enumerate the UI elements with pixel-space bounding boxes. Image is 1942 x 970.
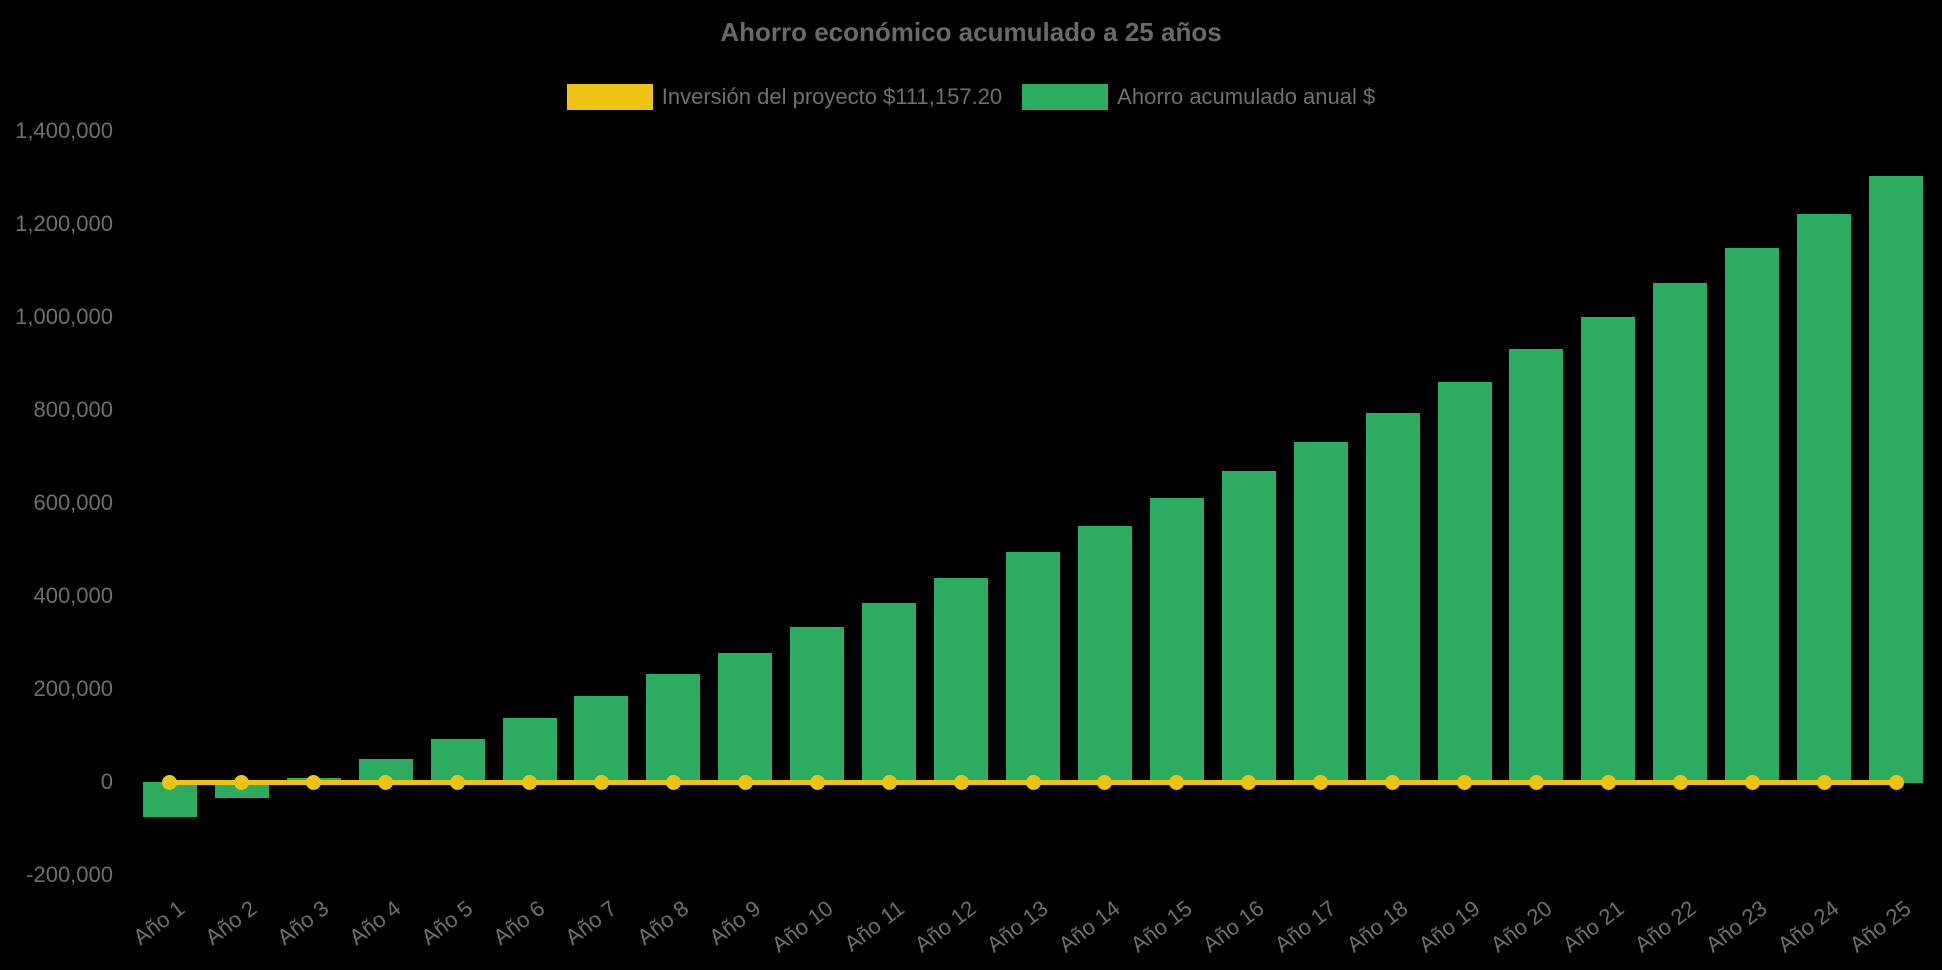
chart-legend: Inversión del proyecto $111,157.20 Ahorr… (0, 84, 1942, 110)
y-tick-label: 1,000,000 (15, 304, 113, 329)
investment-line-marker (953, 774, 969, 790)
y-tick-label: 400,000 (33, 583, 113, 608)
x-tick-label-año-13: Año 13 (982, 895, 1053, 958)
x-tick-label-año-8: Año 8 (632, 895, 694, 950)
investment-line-marker (1385, 774, 1401, 790)
investment-line-marker (1457, 774, 1473, 790)
savings-bar-año-8 (646, 674, 701, 783)
savings-bar-año-17 (1293, 442, 1348, 783)
x-tick-label-año-18: Año 18 (1341, 895, 1413, 958)
investment-line-marker (1097, 774, 1113, 790)
savings-bar-año-9 (718, 652, 773, 783)
investment-legend-label: Inversión del proyecto $111,157.20 (661, 84, 1003, 109)
y-tick-label: 0 (100, 769, 113, 794)
savings-bar-año-14 (1077, 526, 1132, 783)
legend-item-savings: Ahorro acumulado anual $ (1022, 84, 1375, 110)
investment-line-marker (593, 774, 609, 790)
x-tick-label-año-17: Año 17 (1269, 895, 1341, 958)
savings-bar-año-20 (1509, 349, 1564, 783)
investment-line-marker (1744, 774, 1760, 790)
savings-legend-swatch (1022, 84, 1109, 110)
investment-line-marker (1672, 774, 1688, 790)
investment-line-marker (1025, 774, 1041, 790)
x-tick-label-año-10: Año 10 (766, 895, 838, 958)
x-tick-label-año-25: Año 25 (1845, 895, 1916, 958)
savings-bar-año-22 (1653, 283, 1708, 783)
x-tick-label-año-6: Año 6 (488, 895, 550, 950)
savings-bar-año-15 (1149, 497, 1204, 783)
x-tick-label-año-20: Año 20 (1485, 895, 1557, 958)
investment-line-marker (881, 774, 897, 790)
x-tick-label-año-9: Año 9 (704, 895, 766, 950)
investment-line-marker (1169, 774, 1185, 790)
y-tick-label: 200,000 (33, 676, 113, 701)
investment-line-marker (1888, 774, 1904, 790)
x-tick-label-año-22: Año 22 (1629, 895, 1701, 958)
savings-bar-año-10 (790, 627, 845, 783)
savings-bar-año-11 (862, 602, 917, 783)
investment-line-marker (306, 774, 322, 790)
savings-bar-año-19 (1437, 382, 1492, 783)
y-tick-label: 600,000 (33, 490, 113, 515)
investment-line-marker (737, 774, 753, 790)
savings-bar-año-24 (1797, 213, 1852, 783)
y-tick-label: -200,000 (26, 862, 113, 887)
savings-bar-año-6 (502, 717, 557, 783)
investment-line-marker (1528, 774, 1544, 790)
chart-title: Ahorro económico acumulado a 25 años (720, 17, 1222, 47)
x-tick-label-año-15: Año 15 (1125, 895, 1197, 958)
x-tick-label-año-1: Año 1 (128, 895, 190, 950)
x-tick-label-año-14: Año 14 (1054, 895, 1125, 958)
x-tick-label-año-19: Año 19 (1413, 895, 1485, 958)
savings-bar-año-13 (1006, 551, 1060, 783)
savings-bar-año-7 (574, 695, 629, 783)
investment-line-marker (665, 774, 681, 790)
x-tick-label-año-7: Año 7 (560, 895, 622, 950)
investment-line-marker (162, 774, 178, 790)
investment-line-marker (1816, 774, 1832, 790)
savings-bar-año-25 (1869, 176, 1924, 783)
savings-bar-año-16 (1221, 470, 1276, 783)
legend-item-investment: Inversión del proyecto $111,157.20 (566, 84, 1003, 110)
investment-line-marker (450, 774, 466, 790)
investment-line-marker (809, 774, 825, 790)
x-tick-label-año-11: Año 11 (839, 895, 910, 957)
y-tick-label: 1,400,000 (15, 118, 113, 143)
y-tick-label: 800,000 (33, 397, 113, 422)
x-tick-label-año-2: Año 2 (200, 895, 262, 950)
investment-line-marker (234, 774, 250, 790)
y-tick-label: 1,200,000 (15, 211, 113, 236)
investment-line-marker (1241, 774, 1257, 790)
savings-bar-año-18 (1365, 412, 1420, 783)
investment-legend-swatch (566, 84, 653, 110)
x-tick-label-año-16: Año 16 (1197, 895, 1269, 958)
x-tick-label-año-3: Año 3 (272, 895, 334, 950)
x-tick-label-año-23: Año 23 (1701, 895, 1773, 958)
x-tick-label-año-12: Año 12 (910, 895, 981, 958)
investment-line-marker (522, 774, 538, 790)
investment-line-marker (378, 774, 394, 790)
investment-line-marker (1313, 774, 1329, 790)
savings-bar-año-23 (1725, 248, 1780, 783)
x-tick-label-año-5: Año 5 (416, 895, 478, 950)
x-tick-label-año-24: Año 24 (1773, 895, 1844, 958)
savings-legend-label: Ahorro acumulado anual $ (1117, 84, 1376, 109)
savings-bar-año-2 (214, 782, 269, 799)
savings-bar-año-21 (1581, 317, 1636, 783)
savings-bar-año-12 (934, 577, 989, 783)
investment-line-marker (1600, 774, 1616, 790)
x-tick-label-año-4: Año 4 (344, 895, 406, 950)
x-tick-label-año-21: Año 21 (1557, 895, 1629, 958)
